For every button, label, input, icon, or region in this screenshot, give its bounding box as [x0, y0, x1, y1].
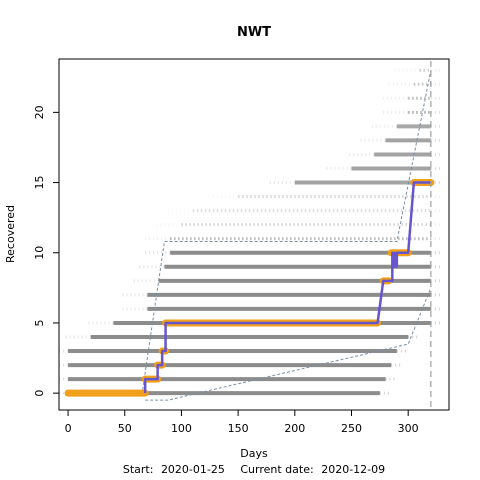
start-label: Start: [123, 463, 154, 476]
x-tick-label-250: 250 [341, 422, 362, 435]
x-tick-label-200: 200 [284, 422, 305, 435]
bound-lines [68, 70, 432, 401]
observed-segments [64, 179, 435, 397]
y-tick-label-10: 10 [33, 246, 46, 260]
y-axis-label: Recovered [4, 205, 17, 263]
x-tick-label-50: 50 [118, 422, 132, 435]
x-tick-label-150: 150 [228, 422, 249, 435]
y-tick-label-5: 5 [33, 319, 46, 326]
x-axis-label: Days [240, 447, 268, 460]
x-tick-label-100: 100 [171, 422, 192, 435]
start-date: 2020-01-25 [161, 463, 225, 476]
x-tick-label-300: 300 [398, 422, 419, 435]
current-date-label: Current date: [240, 463, 313, 476]
current-date: 2020-12-09 [321, 463, 385, 476]
bound-line-1 [145, 287, 432, 401]
y-tick-label-0: 0 [33, 390, 46, 397]
footer-caption: Start: 2020-01-25 Current date: 2020-12-… [123, 463, 385, 476]
x-tick-label-0: 0 [65, 422, 72, 435]
fitted-line [143, 181, 431, 394]
bound-line-0 [68, 70, 432, 397]
simulation-bands [59, 68, 443, 396]
y-tick-label-20: 20 [33, 105, 46, 119]
plot-area [59, 61, 443, 408]
y-tick-label-15: 15 [33, 176, 46, 190]
x-axis: 0 50 100 150 200 250 300 [65, 410, 419, 435]
fitted-series [143, 181, 431, 394]
plot-frame [58, 58, 450, 411]
chart-title: NWT [237, 25, 271, 40]
y-axis: 0 5 10 15 20 [33, 105, 59, 397]
